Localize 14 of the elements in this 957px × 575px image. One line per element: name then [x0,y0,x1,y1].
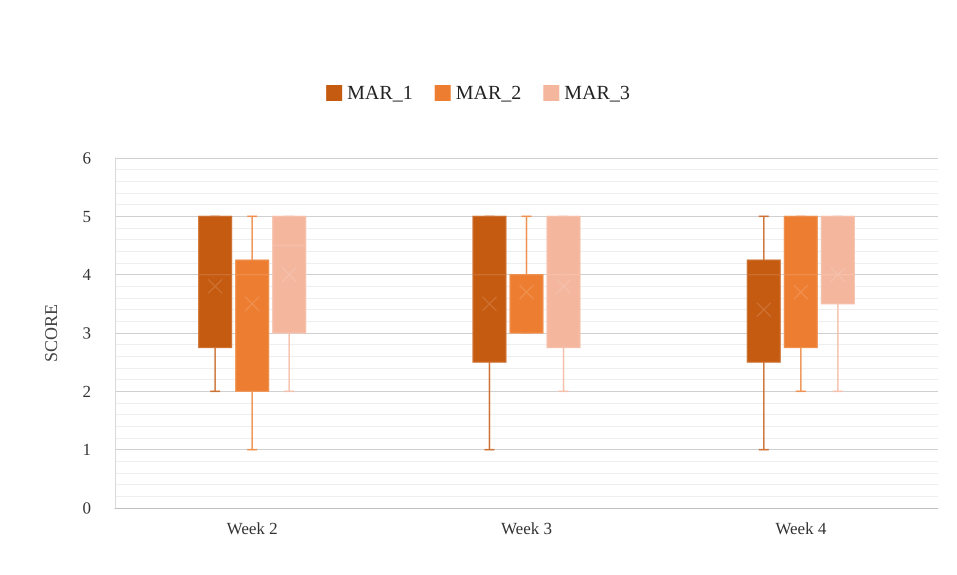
legend-label: MAR_1 [347,82,413,104]
y-tick-label: 1 [82,440,91,460]
x-tick-label: Week 3 [500,519,552,538]
y-tick-label: 5 [82,206,91,226]
y-tick-label: 2 [82,382,91,401]
y-tick-label: 3 [82,324,91,342]
y-tick-label: 0 [82,498,91,518]
legend-label: MAR_2 [456,82,522,104]
y-axis-title: SCORE [41,304,61,362]
legend-label: MAR_3 [564,82,630,104]
x-tick-label: Week 4 [775,519,827,538]
y-tick-label: 6 [82,148,91,168]
y-tick-label: 4 [82,265,92,284]
x-tick-label: Week 2 [226,519,278,538]
